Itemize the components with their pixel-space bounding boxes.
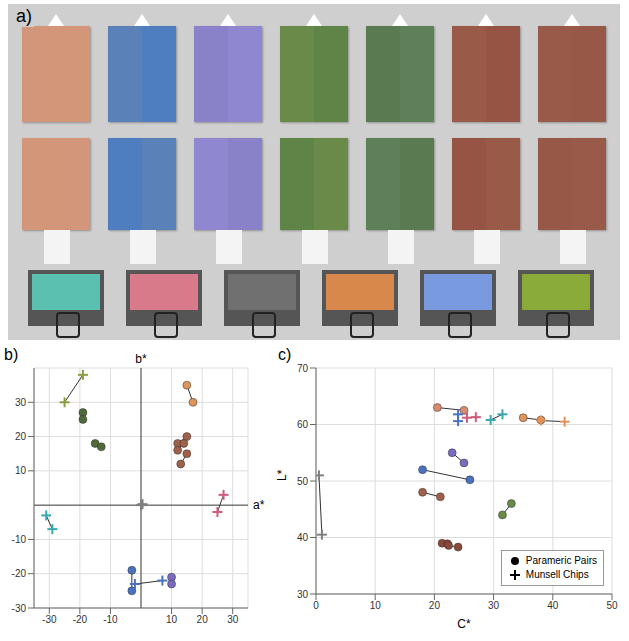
svg-text:30: 30 xyxy=(488,600,500,611)
svg-text:-20: -20 xyxy=(73,614,88,625)
svg-text:30: 30 xyxy=(227,614,239,625)
svg-text:10: 10 xyxy=(166,614,178,625)
svg-text:-30: -30 xyxy=(42,614,57,625)
html-text:c): c) xyxy=(278,346,292,363)
svg-text:C*: C* xyxy=(457,617,471,631)
svg-text:30: 30 xyxy=(297,589,309,600)
html-text:Parameric Pairs: Parameric Pairs xyxy=(525,555,597,566)
svg-text:20: 20 xyxy=(15,431,27,442)
svg-text:30: 30 xyxy=(15,397,27,408)
svg-text:-10: -10 xyxy=(103,614,118,625)
svg-text:0: 0 xyxy=(313,600,319,611)
svg-text:50: 50 xyxy=(606,600,618,611)
svg-text:60: 60 xyxy=(297,419,309,430)
svg-text:b*: b* xyxy=(135,352,147,366)
svg-text:20: 20 xyxy=(429,600,441,611)
svg-text:10: 10 xyxy=(15,465,27,476)
svg-text:-30: -30 xyxy=(12,603,27,614)
svg-text:20: 20 xyxy=(197,614,209,625)
html-text:b): b) xyxy=(4,346,19,363)
svg-text:a*: a* xyxy=(253,498,265,512)
svg-text:10: 10 xyxy=(370,600,382,611)
svg-text:40: 40 xyxy=(297,532,309,543)
svg-text:70: 70 xyxy=(297,363,309,374)
svg-text:-10: -10 xyxy=(12,534,27,545)
svg-text:L*: L* xyxy=(275,469,289,481)
html-text:Munsell Chips: Munsell Chips xyxy=(525,569,589,580)
svg-text:-20: -20 xyxy=(12,568,27,579)
html-text:a): a) xyxy=(16,6,32,26)
svg-text:40: 40 xyxy=(547,600,559,611)
svg-text:50: 50 xyxy=(297,476,309,487)
